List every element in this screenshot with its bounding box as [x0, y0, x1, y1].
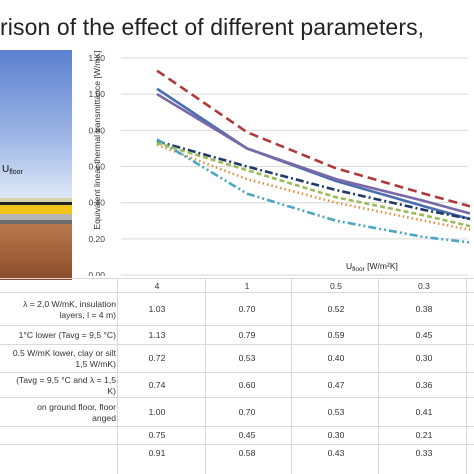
row-label-line: 0.5 W/mK lower, clay or silt	[12, 348, 116, 358]
table-column-divider	[378, 278, 379, 474]
table-row: 0.75 0.45 0.30 0.21	[0, 426, 474, 445]
table-cell: 1.13	[148, 329, 166, 340]
table-cell: 0.91	[148, 448, 166, 458]
table-cell: 0.59	[327, 329, 345, 340]
row-label: (Tavg = 9,5 °C and λ = 1,5 K)	[0, 375, 116, 397]
table-column-divider	[205, 278, 206, 474]
y-tick-label: 0.20	[88, 234, 105, 244]
series-line-5	[156, 93, 471, 215]
table-cell: 0.52	[327, 303, 345, 314]
table-cell: 0.74	[148, 379, 166, 390]
floor-cross-section-illustration: Ufloor	[0, 50, 72, 280]
row-label: 0.5 W/mK lower, clay or silt 1,5 W/mK)	[0, 348, 116, 370]
u-floor-label: Ufloor	[2, 164, 24, 176]
series-line-7	[156, 141, 471, 228]
y-tick-label: 0.40	[88, 198, 105, 208]
row-label-line: anged	[92, 412, 116, 423]
line-chart: 0.00 0.20 0.40 0.60 0.80 1.00 1.20	[88, 53, 471, 276]
table-cell: 0.53	[327, 406, 345, 417]
table-cell: 0.70	[238, 303, 256, 314]
table-row: 1°C lower (Tavg = 9,5 °C) 1.13 0.79 0.59 0.4…	[0, 325, 474, 345]
row-label-line: 1,5 W/mK)	[75, 359, 116, 369]
x-axis-label: Ufloor [W/m²K]	[346, 261, 398, 273]
y-tick-label: 0.80	[88, 125, 105, 135]
table-cell: 0.47	[327, 379, 345, 390]
series-line-2	[156, 69, 471, 208]
table-cell: 0.30	[327, 430, 345, 440]
table-cell: 0.45	[238, 430, 256, 440]
y-tick-label: 0.00	[88, 270, 105, 276]
floor-layer-top	[0, 198, 72, 202]
floor-layer-black	[0, 202, 72, 205]
table-cell: 0.40	[327, 353, 345, 363]
table-cell: 0.45	[415, 329, 433, 340]
table-cell: 0.38	[415, 303, 433, 314]
table-row: 0.5 W/mK lower, clay or silt 1,5 W/mK) 0.7…	[0, 344, 474, 373]
table-cell: 0.79	[238, 329, 256, 340]
series-line-3	[156, 143, 471, 232]
row-label: 1°C lower (Tavg = 9,5 °C)	[0, 330, 116, 341]
table-header-cell: 0.5	[330, 281, 342, 291]
table-column-divider	[466, 278, 467, 474]
table-column-divider	[291, 278, 292, 474]
table-row: λ = 2,0 W/mK, insulation layers, l = 4 m)…	[0, 292, 474, 326]
floor-layer-insulation	[0, 205, 72, 214]
table-cell: 0.21	[415, 430, 433, 440]
figure-title: rison of the effect of different paramet…	[0, 14, 425, 40]
table-header-cell: 0.3	[418, 281, 430, 291]
table-cell: 0.58	[238, 448, 256, 458]
row-label-line: on ground floor, floor	[37, 401, 116, 412]
table-column-divider	[117, 278, 118, 474]
table-cell: 0.72	[148, 353, 166, 363]
table-cell: 0.43	[327, 448, 345, 458]
y-tick-label: 0.60	[88, 162, 105, 172]
series-line-6	[156, 138, 471, 244]
table-cell: 0.33	[415, 448, 433, 458]
table-cell: 1.00	[148, 406, 166, 417]
table-cell: 0.70	[238, 406, 256, 417]
table-header-cell: 4	[154, 281, 160, 291]
floor-layer-slab	[0, 214, 72, 220]
soil-region	[0, 224, 72, 280]
table-cell: 0.30	[415, 353, 433, 363]
series-line-1	[156, 87, 471, 221]
table-cell: 0.75	[148, 430, 166, 440]
table-cell: 0.53	[238, 353, 256, 363]
table-row: on ground floor, floor anged 1.00 0.70 0.53 0…	[0, 397, 474, 427]
table-cell: 0.60	[238, 379, 256, 390]
series-line-4	[156, 139, 471, 221]
row-label-line: λ = 2,0 W/mK, insulation	[23, 298, 116, 309]
data-table: 4 1 0.5 0.3 λ = 2,0 W/mK, insulation layers, …	[0, 278, 474, 474]
row-label-line: K)	[107, 385, 116, 396]
table-row: (Tavg = 9,5 °C and λ = 1,5 K) 0.74 0.60 0.47…	[0, 372, 474, 398]
table-cell: 0.36	[415, 379, 433, 390]
row-label-line: layers, l = 4 m)	[59, 309, 116, 320]
table-header-cell: 1	[244, 281, 250, 291]
y-tick-label: 1.00	[88, 89, 105, 99]
y-tick-label: 1.20	[88, 53, 105, 63]
table-cell: 1.03	[148, 303, 166, 314]
floor-layer-base	[0, 220, 72, 224]
y-axis-label: Equivalent linear thermal transmittance …	[92, 50, 102, 230]
air-region	[0, 50, 72, 198]
row-label: on ground floor, floor anged	[0, 402, 116, 424]
row-label-line: (Tavg = 9,5 °C and λ = 1,5	[16, 374, 116, 385]
row-label-line: 1°C lower (Tavg = 9,5 °C)	[18, 330, 116, 340]
table-cell: 0.41	[415, 406, 433, 417]
table-header-row: 4 1 0.5 0.3	[0, 278, 474, 293]
row-label: λ = 2,0 W/mK, insulation layers, l = 4 m)	[0, 299, 116, 321]
table-row: 0.91 0.58 0.43 0.33	[0, 444, 474, 463]
